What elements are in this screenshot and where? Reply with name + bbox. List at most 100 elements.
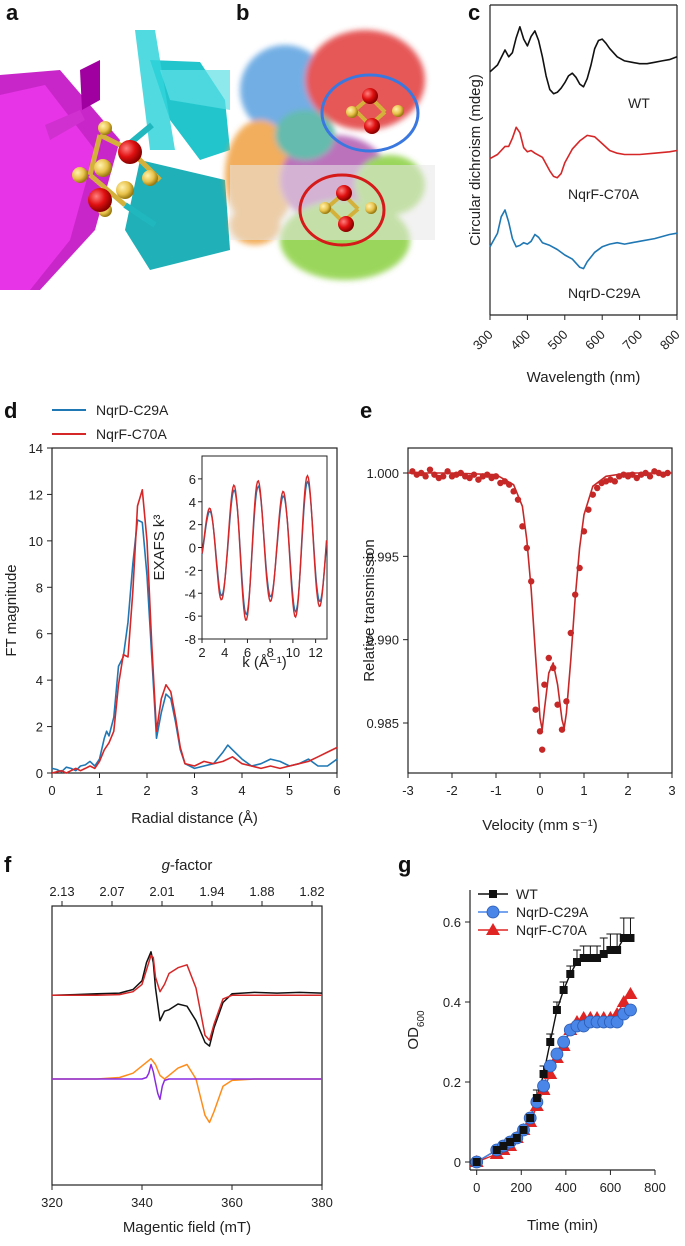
e-x-tick-label: 2 — [624, 783, 631, 798]
g-y-tick-label: 0 — [454, 1155, 461, 1170]
d-inset-series-line-1 — [201, 474, 328, 621]
g-marker-0 — [519, 1126, 528, 1134]
d-y-tick-label: 6 — [36, 627, 43, 642]
g-legend-label-0: WT — [516, 886, 538, 902]
g-series-line-1 — [476, 1009, 631, 1163]
d-y-tick-label: 4 — [36, 673, 43, 688]
panel-f-label: f — [4, 852, 12, 877]
g-marker-0 — [599, 950, 608, 958]
e-data-point — [541, 681, 548, 688]
e-data-point — [563, 698, 570, 705]
d-y-tick-label: 0 — [36, 766, 43, 781]
e-data-point — [422, 473, 429, 480]
c-series-line-1 — [489, 126, 678, 179]
e-data-point — [554, 701, 561, 708]
panel-a-structure-image — [0, 20, 230, 290]
panel-d-label: d — [4, 398, 17, 423]
g-marker-1 — [624, 1003, 637, 1017]
g-marker-1 — [557, 1035, 571, 1049]
e-data-point — [580, 528, 588, 535]
g-x-tick-label: 200 — [510, 1180, 532, 1195]
g-marker-0 — [512, 1134, 521, 1142]
chart-g-growth: 0 200 400 600 800 0 0.2 0.4 0.6 Time (min) OD600 WT… — [405, 886, 666, 1234]
e-data-point — [539, 746, 546, 753]
g-marker-2 — [616, 995, 631, 1007]
e-data-point — [440, 473, 447, 480]
f-series-line-1 — [52, 954, 322, 1042]
c-x-tick-label: 700 — [619, 327, 645, 353]
g-marker-0 — [506, 1138, 515, 1146]
panel-a-label: a — [6, 0, 19, 25]
g-x-tick-label: 400 — [555, 1180, 577, 1195]
f-top-tick-label: 2.07 — [99, 884, 124, 899]
g-marker-0 — [552, 1006, 561, 1014]
f-x-tick-label: 340 — [131, 1195, 153, 1210]
e-x-tick-label: -3 — [402, 783, 414, 798]
g-marker-0 — [532, 1094, 541, 1102]
e-data-point — [576, 564, 583, 572]
d-inset-y-tick-label: 4 — [189, 495, 196, 510]
d-inset-x-tick-label: 10 — [286, 645, 300, 660]
d-x-tick-label: 4 — [238, 783, 245, 798]
g-marker-0 — [489, 890, 497, 898]
e-data-point — [664, 469, 671, 477]
d-x-tick-label: 0 — [48, 783, 55, 798]
g-marker-0 — [539, 1070, 548, 1078]
g-legend-label-2: NqrF-C70A — [516, 922, 587, 938]
c-x-tick-label: 800 — [657, 327, 683, 353]
d-inset-y-tick-label: 0 — [189, 541, 196, 556]
d-inset-x-tick-label: 8 — [267, 645, 274, 660]
g-y-tick-label: 0.4 — [443, 995, 461, 1010]
c-y-axis-label: Circular dichroism (mdeg) — [467, 74, 484, 246]
e-y-axis-label: Relative transmission — [361, 539, 378, 682]
d-series-line-1 — [51, 488, 338, 774]
e-y-tick-label: 0.995 — [366, 549, 399, 564]
d-inset-x-tick-label: 4 — [221, 645, 228, 660]
e-data-point — [475, 476, 482, 483]
e-data-point — [633, 474, 640, 482]
g-marker-0 — [613, 946, 622, 954]
g-marker-0 — [593, 954, 602, 962]
e-data-point — [528, 578, 535, 585]
g-marker-0 — [566, 970, 575, 978]
c-x-tick-label: 400 — [507, 327, 533, 353]
e-data-point — [611, 478, 618, 485]
d-x-tick-label: 3 — [191, 783, 198, 798]
f-top-axis-label: g-factor — [162, 857, 213, 874]
g-marker-0 — [619, 934, 628, 942]
e-data-point — [572, 591, 579, 598]
panel-b-label: b — [236, 0, 249, 25]
f-top-tick-label: 2.01 — [149, 884, 174, 899]
g-marker-0 — [606, 946, 615, 954]
e-data-point — [642, 469, 649, 477]
f-series-line-2 — [52, 1057, 322, 1124]
c-series-label-1: NqrF-C70A — [568, 186, 639, 202]
g-marker-1 — [543, 1059, 557, 1073]
e-data-point — [501, 478, 508, 485]
panel-e-label: e — [360, 398, 372, 423]
g-x-tick-label: 800 — [644, 1180, 666, 1195]
c-x-tick-label: 500 — [545, 327, 571, 353]
c-series-label-0: WT — [628, 95, 650, 111]
g-x-axis-label: Time (min) — [527, 1217, 598, 1234]
g-y-tick-label: 0.6 — [443, 915, 461, 930]
g-y-axis-label: OD600 — [405, 1010, 427, 1050]
e-data-point — [484, 471, 491, 478]
d-inset-y-tick-label: -6 — [184, 609, 196, 624]
f-top-tick-label: 1.94 — [199, 884, 224, 899]
d-inset-x-tick-label: 12 — [308, 645, 322, 660]
d-x-tick-label: 5 — [286, 783, 293, 798]
d-inset-x-tick-label: 6 — [244, 645, 251, 660]
d-legend-label-1: NqrF-C70A — [96, 426, 167, 442]
e-data-point — [514, 496, 522, 503]
e-x-axis-label: Velocity (mm s⁻¹) — [482, 817, 597, 834]
d-x-tick-label: 2 — [143, 783, 150, 798]
g-y-tick-label: 0.2 — [443, 1075, 461, 1090]
e-data-point — [506, 481, 513, 488]
c-series-line-0 — [489, 25, 678, 95]
d-inset-y-tick-label: -2 — [184, 563, 196, 578]
c-series-label-2: NqrD-C29A — [568, 285, 641, 301]
c-series-line-2 — [489, 209, 678, 270]
g-marker-0 — [472, 1158, 481, 1166]
g-marker-0 — [626, 934, 635, 942]
